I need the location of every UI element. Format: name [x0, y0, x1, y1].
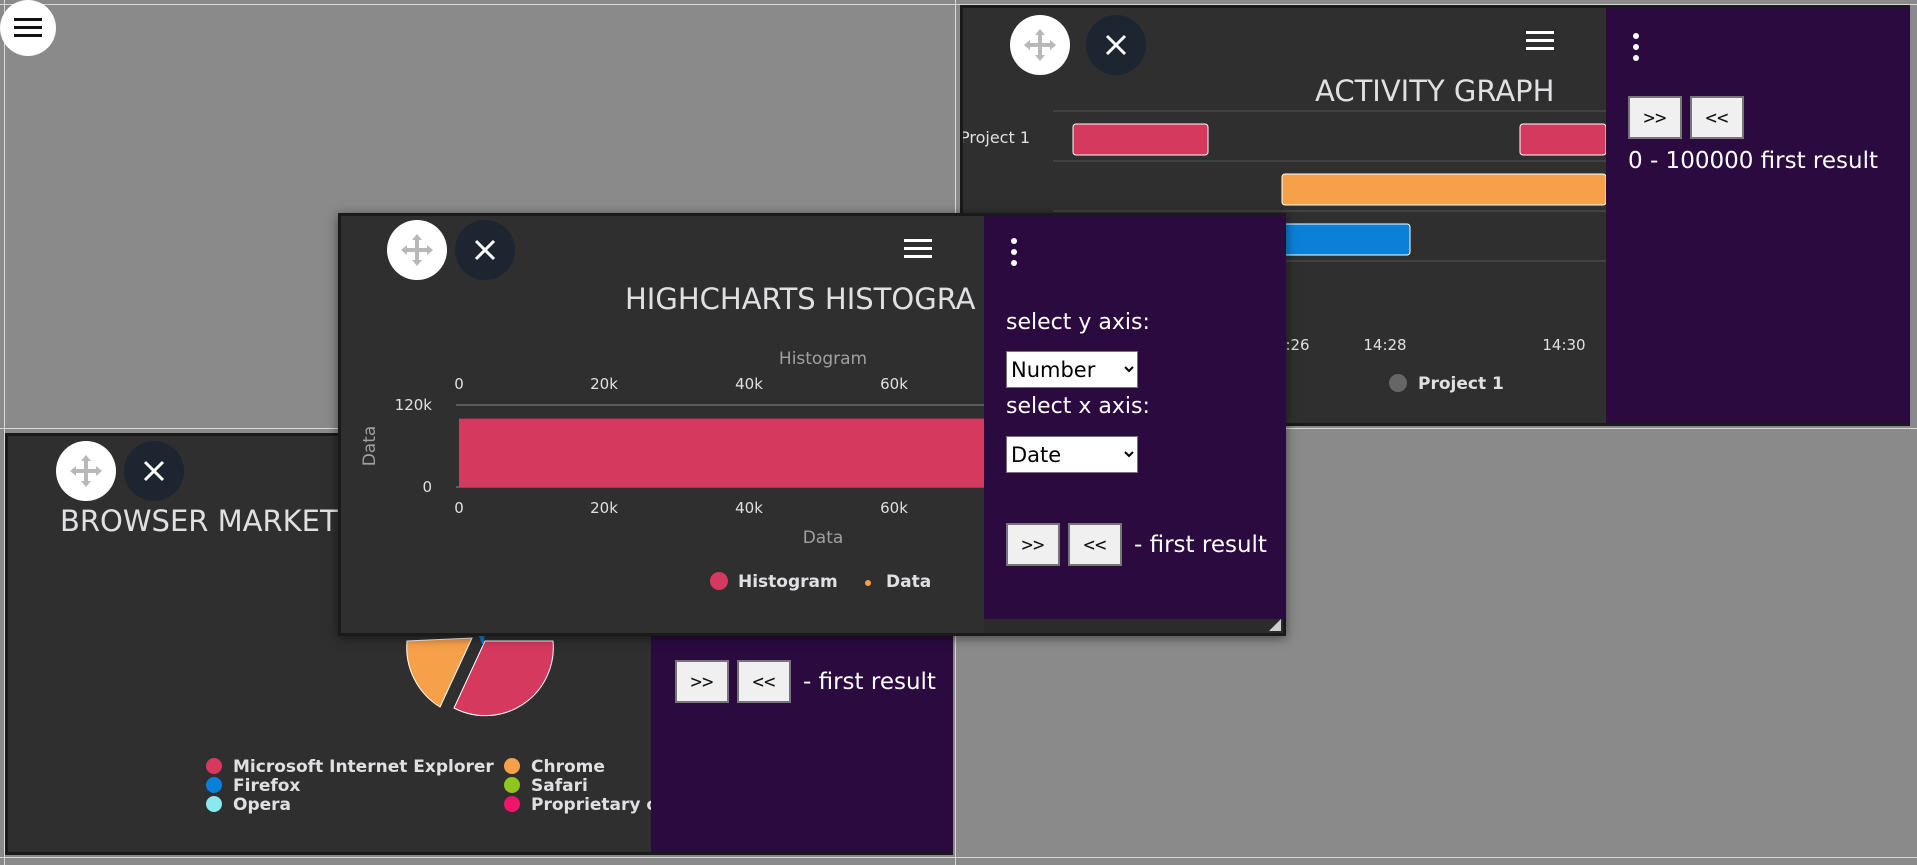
previous-button[interactable]: << [1690, 96, 1744, 139]
legend-label[interactable]: Microsoft Internet Explorer [233, 757, 494, 777]
y-tick-label: 120k [395, 396, 433, 414]
move-button[interactable] [1010, 15, 1070, 75]
legend-marker [206, 758, 222, 774]
legend-marker [504, 796, 520, 812]
grid-divider [0, 4, 1917, 5]
activity-chart-svg: Project 1 14:26 14:28 14:30 Project 1 [963, 110, 1606, 394]
previous-button[interactable]: << [1068, 523, 1122, 566]
histogram-side-panel: select y axis: Number select x axis: Dat… [984, 216, 1286, 619]
legend-marker [206, 796, 222, 812]
pie-slice-firefox[interactable] [478, 634, 485, 646]
bottom-x-tick-label: 60k [880, 499, 908, 517]
chart-menu-button[interactable] [904, 238, 932, 264]
pagination-controls: >> << - first result [675, 660, 936, 703]
chart-title: ACTIVITY GRAPH [1315, 74, 1555, 108]
activity-bar[interactable] [1281, 223, 1411, 256]
result-text: - first result [1134, 531, 1267, 558]
grid-divider [0, 857, 1917, 858]
chart-subtitle: Histogram [779, 349, 867, 369]
pie-slice-microsoft-internet-explorer[interactable] [453, 640, 554, 717]
legend-marker [710, 572, 728, 590]
activity-bar[interactable] [1519, 123, 1606, 156]
move-arrows-icon [401, 234, 433, 266]
vertical-dots-icon[interactable] [1633, 33, 1639, 66]
legend-label[interactable]: Firefox [233, 776, 300, 796]
x-axis-select[interactable]: Date [1006, 436, 1138, 473]
next-button[interactable]: >> [1006, 523, 1060, 566]
chart-title: BROWSER MARKET [60, 504, 338, 538]
pie-slice-chrome[interactable] [406, 637, 473, 708]
grid-divider [4, 0, 5, 865]
top-x-tick-label: 20k [590, 375, 618, 393]
histogram-bar[interactable] [459, 418, 984, 487]
close-icon [143, 460, 165, 482]
legend-marker [206, 777, 222, 793]
legend-label[interactable]: Project 1 [1418, 374, 1504, 394]
chart-menu-icon [1526, 31, 1554, 50]
pie-chart-svg: Microsoft Internet Explorer Chrome Firef… [206, 634, 651, 815]
x-axis-select-label: select x axis: [1006, 394, 1150, 419]
close-button[interactable] [124, 441, 184, 501]
previous-button[interactable]: << [737, 660, 791, 703]
bottom-x-tick-label: 40k [735, 499, 763, 517]
histogram-chart: HIGHCHARTS HISTOGRA Histogram 0 20k 40k … [341, 216, 984, 633]
legend-label[interactable]: Chrome [531, 757, 605, 777]
hamburger-icon [14, 18, 42, 37]
x-tick-label: 14:28 [1363, 336, 1406, 354]
main-menu-button[interactable] [0, 0, 56, 56]
close-button[interactable] [1086, 15, 1146, 75]
pagination-controls: >> << - first result [1006, 523, 1267, 566]
legend-marker [504, 758, 520, 774]
top-x-tick-label: 0 [454, 375, 464, 393]
resize-handle-icon[interactable] [1267, 617, 1281, 631]
legend-label[interactable]: Data [886, 572, 931, 592]
legend-label[interactable]: Opera [233, 795, 291, 815]
activity-bar[interactable] [1072, 123, 1209, 156]
legend-label[interactable]: Proprietary or [531, 795, 651, 815]
bottom-x-tick-label: 20k [590, 499, 618, 517]
y-axis-title: Data [360, 426, 380, 467]
result-text: - first result [803, 668, 936, 695]
legend-marker [865, 580, 871, 586]
close-button[interactable] [455, 220, 515, 280]
x-axis-title: Data [803, 528, 844, 548]
activity-side-panel: >> << 0 - 100000 first result [1606, 8, 1910, 423]
move-button[interactable] [387, 220, 447, 280]
move-button[interactable] [56, 441, 116, 501]
histogram-chart-svg: Histogram 0 20k 40k 60k 0 20k 40k 60k 12… [360, 349, 984, 592]
next-button[interactable]: >> [675, 660, 729, 703]
chart-menu-icon [904, 239, 932, 258]
histogram-widget: HIGHCHARTS HISTOGRA Histogram 0 20k 40k … [338, 213, 1286, 636]
chart-menu-button[interactable] [1526, 30, 1554, 56]
top-x-tick-label: 40k [735, 375, 763, 393]
y-axis-select[interactable]: Number [1006, 351, 1138, 388]
legend-label[interactable]: Safari [531, 776, 588, 796]
x-tick-label: 14:30 [1542, 336, 1585, 354]
bottom-x-tick-label: 0 [454, 499, 464, 517]
chart-title: HIGHCHARTS HISTOGRA [625, 282, 976, 316]
close-icon [474, 239, 496, 261]
range-text: 0 - 100000 first result [1628, 148, 1878, 174]
category-label: Project 1 [963, 128, 1030, 147]
move-arrows-icon [1024, 29, 1056, 61]
top-x-tick-label: 60k [880, 375, 908, 393]
next-button[interactable]: >> [1628, 96, 1682, 139]
y-tick-label: 0 [422, 478, 432, 496]
vertical-dots-icon[interactable] [1011, 238, 1017, 271]
pagination-controls: >> << [1628, 96, 1744, 139]
legend-marker [1389, 374, 1407, 392]
legend-label[interactable]: Histogram [738, 572, 838, 592]
activity-bar[interactable] [1281, 173, 1606, 206]
y-axis-select-label: select y axis: [1006, 310, 1150, 335]
close-icon [1105, 34, 1127, 56]
legend-marker [504, 777, 520, 793]
move-arrows-icon [70, 455, 102, 487]
